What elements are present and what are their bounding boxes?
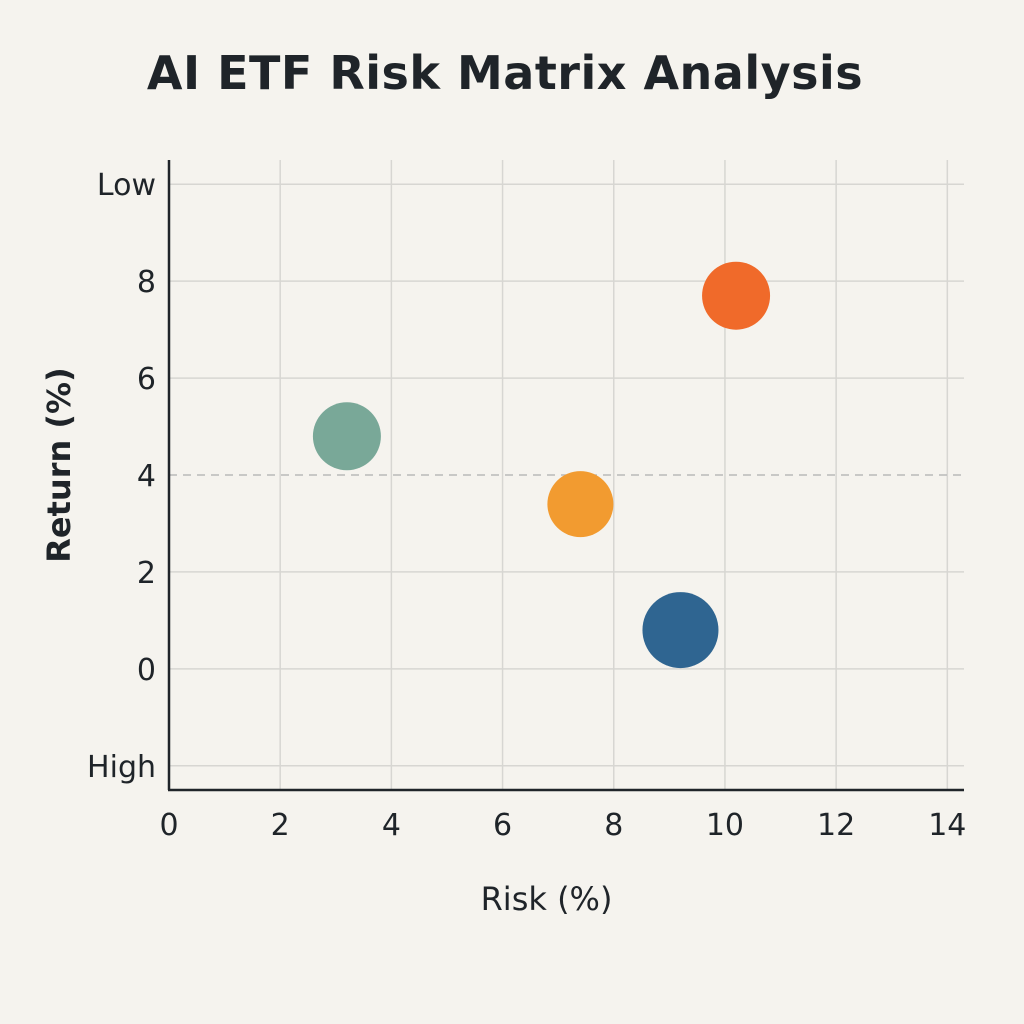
y-tick-label: 4 <box>137 459 156 494</box>
y-tick-label: 8 <box>137 265 156 300</box>
y-tick-label: High <box>87 750 156 785</box>
data-points <box>312 261 771 669</box>
x-tick-label: 6 <box>493 808 512 843</box>
y-tick-label: 0 <box>137 653 156 688</box>
y-tick-label: 2 <box>137 556 156 591</box>
x-tick-label: 12 <box>817 808 855 843</box>
data-point <box>642 592 719 669</box>
x-tick-label: 0 <box>159 808 178 843</box>
x-tick-label: 4 <box>382 808 401 843</box>
chart-title: AI ETF Risk Matrix Analysis <box>146 46 864 100</box>
grid <box>169 160 964 790</box>
x-tick-label: 8 <box>604 808 623 843</box>
x-axis-label: Risk (%) <box>481 880 613 918</box>
y-axis-label: Return (%) <box>40 367 78 562</box>
data-point <box>547 471 614 538</box>
x-tick-label: 10 <box>706 808 744 843</box>
data-point <box>312 402 381 471</box>
axes <box>167 160 964 792</box>
data-point <box>702 261 771 330</box>
y-tick-label: 6 <box>137 362 156 397</box>
x-tick-label: 14 <box>928 808 966 843</box>
y-tick-label: Low <box>97 168 156 203</box>
x-tick-label: 2 <box>271 808 290 843</box>
